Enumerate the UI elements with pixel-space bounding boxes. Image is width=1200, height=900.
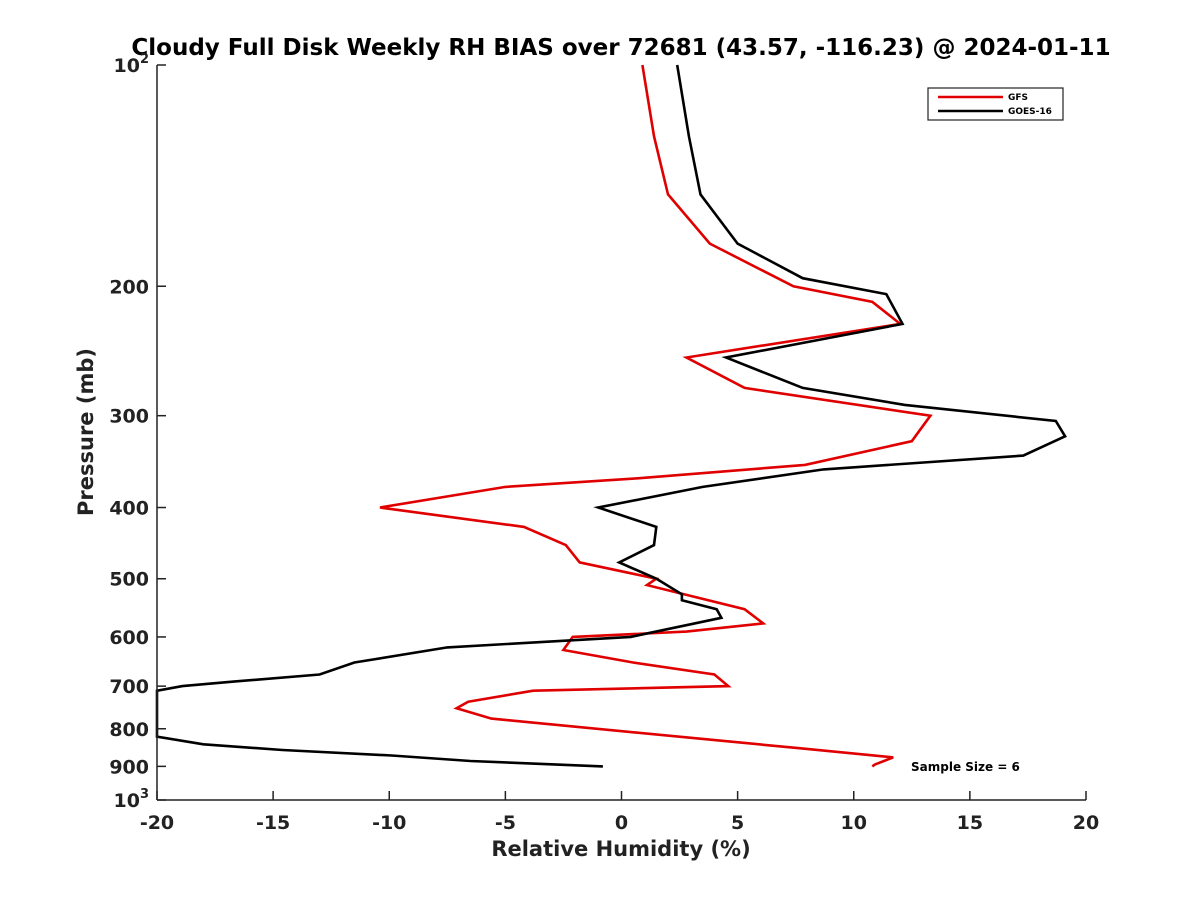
x-tick-label: -5 — [495, 812, 516, 834]
series-line-gfs — [379, 64, 933, 768]
y-tick-label: 400 — [109, 498, 149, 520]
sample-size-annotation: Sample Size = 6 — [911, 760, 1020, 774]
x-tick-label: 5 — [731, 812, 744, 834]
y-tick-label: 500 — [109, 569, 149, 591]
y-tick-label: 800 — [109, 719, 149, 741]
y-tick-label: 700 — [109, 676, 149, 698]
y-ticks: 102 200 300 400 500 600 700 800 900 103 — [109, 52, 166, 812]
x-ticks: -20 -15 -10 -5 0 5 10 15 20 — [140, 791, 1099, 834]
y-tick-label: 900 — [109, 756, 149, 778]
x-tick-label: 10 — [841, 812, 867, 834]
x-tick-label: 15 — [957, 812, 983, 834]
x-tick-label: -10 — [372, 812, 406, 834]
x-tick-label: 20 — [1073, 812, 1099, 834]
x-tick-label: -20 — [140, 812, 174, 834]
y-tick-label: 102 — [114, 52, 150, 77]
y-axis-label: Pressure (mb) — [74, 348, 98, 516]
legend-box — [927, 87, 1064, 121]
x-axis-label: Relative Humidity (%) — [491, 837, 750, 861]
y-tick-label: 200 — [109, 276, 149, 298]
legend-label-goes16: GOES-16 — [1008, 107, 1052, 117]
legend: GFS GOES-16 — [927, 87, 1064, 121]
y-tick-label: 300 — [109, 406, 149, 428]
x-tick-label: 0 — [615, 812, 628, 834]
y-tick-label: 600 — [109, 627, 149, 649]
chart-title: Cloudy Full Disk Weekly RH BIAS over 726… — [131, 35, 1110, 61]
y-tick-label: 103 — [114, 787, 150, 812]
x-tick-label: -15 — [256, 812, 290, 834]
legend-label-gfs: GFS — [1008, 93, 1028, 103]
